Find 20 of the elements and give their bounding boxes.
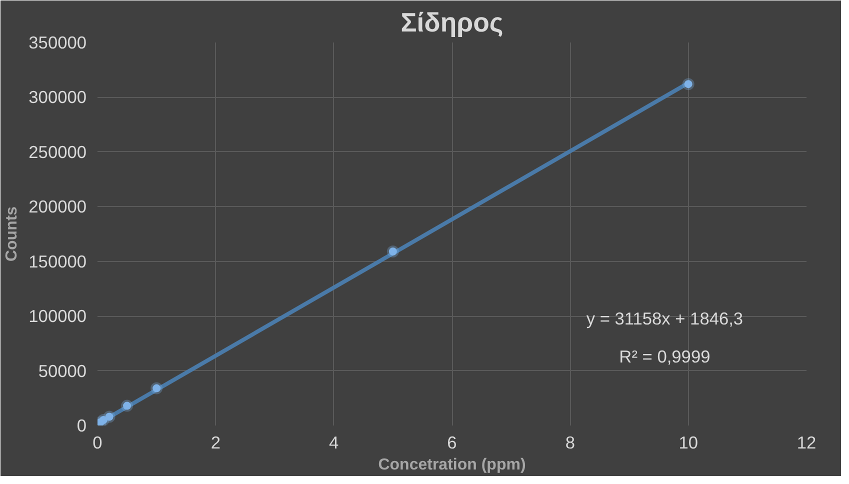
y-tick-label: 350000 <box>28 32 87 52</box>
y-tick-label: 250000 <box>28 142 87 162</box>
y-tick-label: 100000 <box>28 306 87 326</box>
y-tick-label: 0 <box>76 416 87 436</box>
y-tick-label: 150000 <box>28 251 87 272</box>
x-tick-label: 12 <box>796 432 816 452</box>
x-tick-label: 10 <box>678 432 698 452</box>
x-tick-label: 2 <box>210 432 220 452</box>
annotation: R² = 0,9999 <box>619 346 710 367</box>
x-axis-title: Concetration (ppm) <box>378 456 526 474</box>
chart-title: Σίδηρος <box>400 8 504 38</box>
x-tick-label: 0 <box>92 432 102 452</box>
y-tick-label: 50000 <box>38 360 86 381</box>
x-tick-label: 6 <box>447 432 457 452</box>
x-tick-label: 4 <box>329 432 340 452</box>
y-axis-title: Counts <box>4 206 21 262</box>
y-tick-label: 300000 <box>28 87 87 108</box>
annotation: y = 31158x + 1846,3 <box>586 308 744 328</box>
x-tick-label: 8 <box>565 432 575 452</box>
y-tick-label: 200000 <box>28 196 87 217</box>
